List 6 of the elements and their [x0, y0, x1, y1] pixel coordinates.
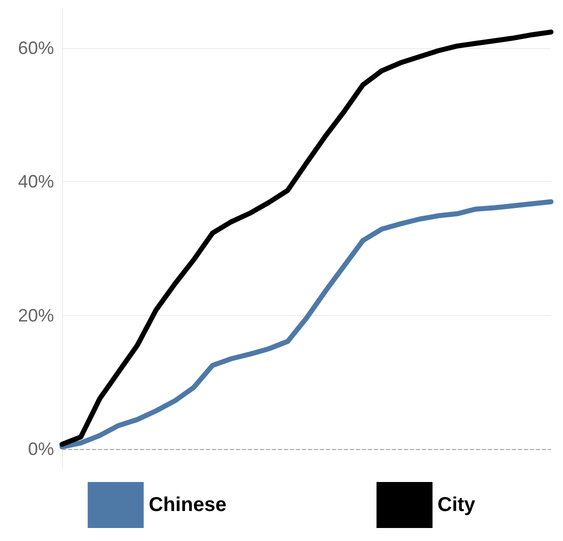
- y-tick-label: 0%: [28, 438, 54, 459]
- y-tick-label: 60%: [18, 38, 54, 58]
- legend-label: City: [438, 494, 476, 516]
- y-tick-label: 20%: [18, 305, 54, 326]
- y-tick-label: 40%: [18, 172, 54, 192]
- legend-label: Chinese: [148, 494, 227, 516]
